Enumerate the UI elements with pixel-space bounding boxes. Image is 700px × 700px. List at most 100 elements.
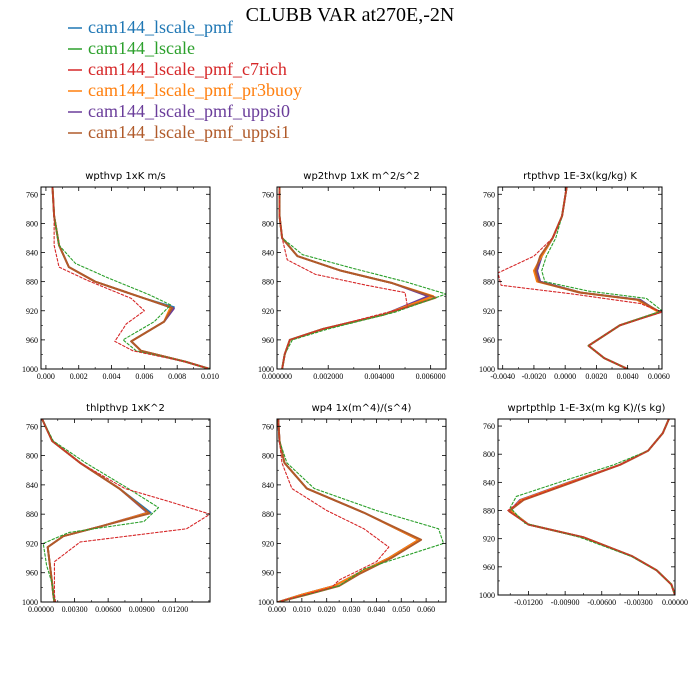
series-group (278, 187, 446, 369)
legend-label: cam144_lscale_pmf_uppsi0 (88, 101, 290, 121)
x-tick-label: -0.0040 (490, 372, 515, 381)
y-tick-label: 920 (26, 539, 38, 548)
x-tick-label: 0.000 (268, 605, 286, 614)
y-tick-label: 960 (483, 336, 495, 345)
panel-title: wp4 1x(m^4)/(s^4) (312, 403, 412, 414)
legend-label: cam144_lscale_pmf_uppsi1 (88, 122, 290, 142)
y-tick-label: 880 (26, 278, 38, 287)
y-tick-label: 1000 (258, 598, 274, 607)
series-group (51, 187, 210, 369)
data-series-line (507, 419, 675, 595)
y-tick-label: 800 (262, 452, 274, 461)
y-tick-label: 760 (26, 190, 38, 199)
legend-item: cam144_lscale_pmf (68, 17, 233, 37)
y-tick-label: 920 (262, 307, 274, 316)
y-tick-label: 800 (262, 219, 274, 228)
panel-frame (276, 418, 447, 603)
y-tick-label: 760 (483, 190, 495, 199)
panel-frame (40, 418, 211, 603)
x-tick-label: 0.002 (70, 372, 88, 381)
panel-title: wp2thvp 1xK m^2/s^2 (303, 171, 419, 182)
x-tick-label: 0.0020 (585, 372, 607, 381)
x-tick-label: 0.0040 (617, 372, 639, 381)
legend-label: cam144_lscale (88, 38, 195, 58)
data-series-line (41, 419, 210, 602)
x-tick-label: 0.006 (135, 372, 153, 381)
y-tick-label: 880 (483, 278, 495, 287)
x-tick-label: 0.000000 (262, 372, 292, 381)
x-tick-label: 0.00600 (95, 605, 121, 614)
data-series-line (51, 187, 210, 369)
y-tick-label: 960 (483, 563, 495, 572)
legend-label: cam144_lscale_pmf_pr3buoy (88, 80, 302, 100)
x-tick-label: 0.00000 (28, 605, 54, 614)
legend-item: cam144_lscale_pmf_uppsi0 (68, 101, 290, 121)
x-tick-label: 0.00000 (662, 598, 688, 607)
y-tick-label: 1000 (22, 598, 38, 607)
y-tick-label: 800 (483, 450, 495, 459)
panel-2: wp2thvp 1xK m^2/s^2 760 800 840 880 920 960 100… (258, 171, 447, 381)
x-tick-label: -0.0020 (522, 372, 547, 381)
y-tick-label: 1000 (258, 365, 274, 374)
y-tick-label: 760 (483, 422, 495, 431)
panel-frame (497, 186, 663, 370)
y-tick-label: 960 (262, 336, 274, 345)
y-tick-label: 840 (483, 249, 495, 258)
y-tick-label: 840 (262, 249, 274, 258)
series-group (498, 187, 662, 369)
x-tick-label: -0.01200 (514, 598, 543, 607)
y-tick-label: 760 (262, 422, 274, 431)
legend-item: cam144_lscale_pmf_c7rich (68, 59, 287, 79)
x-tick-label: 0.008 (168, 372, 186, 381)
data-series-line (279, 187, 409, 369)
panel-frame (276, 186, 447, 370)
x-tick-label: 0.002000 (313, 372, 343, 381)
panel-3: rtpthvp 1E-3x(kg/kg) K 760 800 840 880 920 960… (479, 171, 670, 381)
x-tick-label: 0.030 (343, 605, 361, 614)
y-tick-label: 840 (262, 481, 274, 490)
panel-5: wp4 1x(m^4)/(s^4)76080084088092096010000… (258, 403, 447, 614)
y-tick-label: 840 (26, 249, 38, 258)
y-tick-label: 800 (26, 219, 38, 228)
data-series-line (277, 419, 390, 602)
y-tick-label: 960 (262, 569, 274, 578)
y-tick-label: 840 (26, 481, 38, 490)
x-tick-label: 0.00300 (62, 605, 88, 614)
x-tick-label: 0.00900 (129, 605, 155, 614)
series-group (41, 419, 210, 602)
data-series-line (277, 419, 445, 602)
y-tick-label: 1000 (479, 591, 495, 600)
y-tick-label: 840 (483, 478, 495, 487)
x-tick-label: 0.020 (318, 605, 336, 614)
x-tick-label: 0.060 (417, 605, 435, 614)
x-tick-label: -0.00600 (587, 598, 616, 607)
data-series-line (541, 187, 662, 369)
data-series-line (51, 187, 210, 369)
y-tick-label: 920 (26, 307, 38, 316)
series-group (277, 419, 445, 602)
data-series-line (41, 419, 160, 602)
panel-title: rtpthvp 1E-3x(kg/kg) K (523, 171, 637, 182)
y-tick-label: 880 (262, 510, 274, 519)
x-tick-label: 0.050 (392, 605, 410, 614)
panel-title: wprtpthlp 1-E-3x(m kg K)/(s kg) (508, 403, 666, 414)
legend-item: cam144_lscale_pmf_pr3buoy (68, 80, 302, 100)
legend-item: cam144_lscale (68, 38, 195, 58)
y-tick-label: 920 (483, 307, 495, 316)
y-tick-label: 1000 (22, 365, 38, 374)
x-tick-label: -0.00300 (624, 598, 653, 607)
legend-label: cam144_lscale_pmf (88, 17, 233, 37)
panel-frame (497, 418, 676, 596)
panel-4: thlpthvp 1xK^276080084088092096010000.00… (22, 403, 211, 614)
panel-frame (40, 186, 211, 370)
data-series-line (498, 187, 662, 369)
y-tick-label: 880 (262, 278, 274, 287)
y-tick-label: 1000 (479, 365, 495, 374)
y-tick-label: 960 (26, 569, 38, 578)
panel-title: wpthvp 1xK m/s (85, 171, 166, 182)
y-tick-label: 760 (26, 422, 38, 431)
x-tick-label: 0.0000 (554, 372, 576, 381)
series-group (507, 419, 675, 595)
